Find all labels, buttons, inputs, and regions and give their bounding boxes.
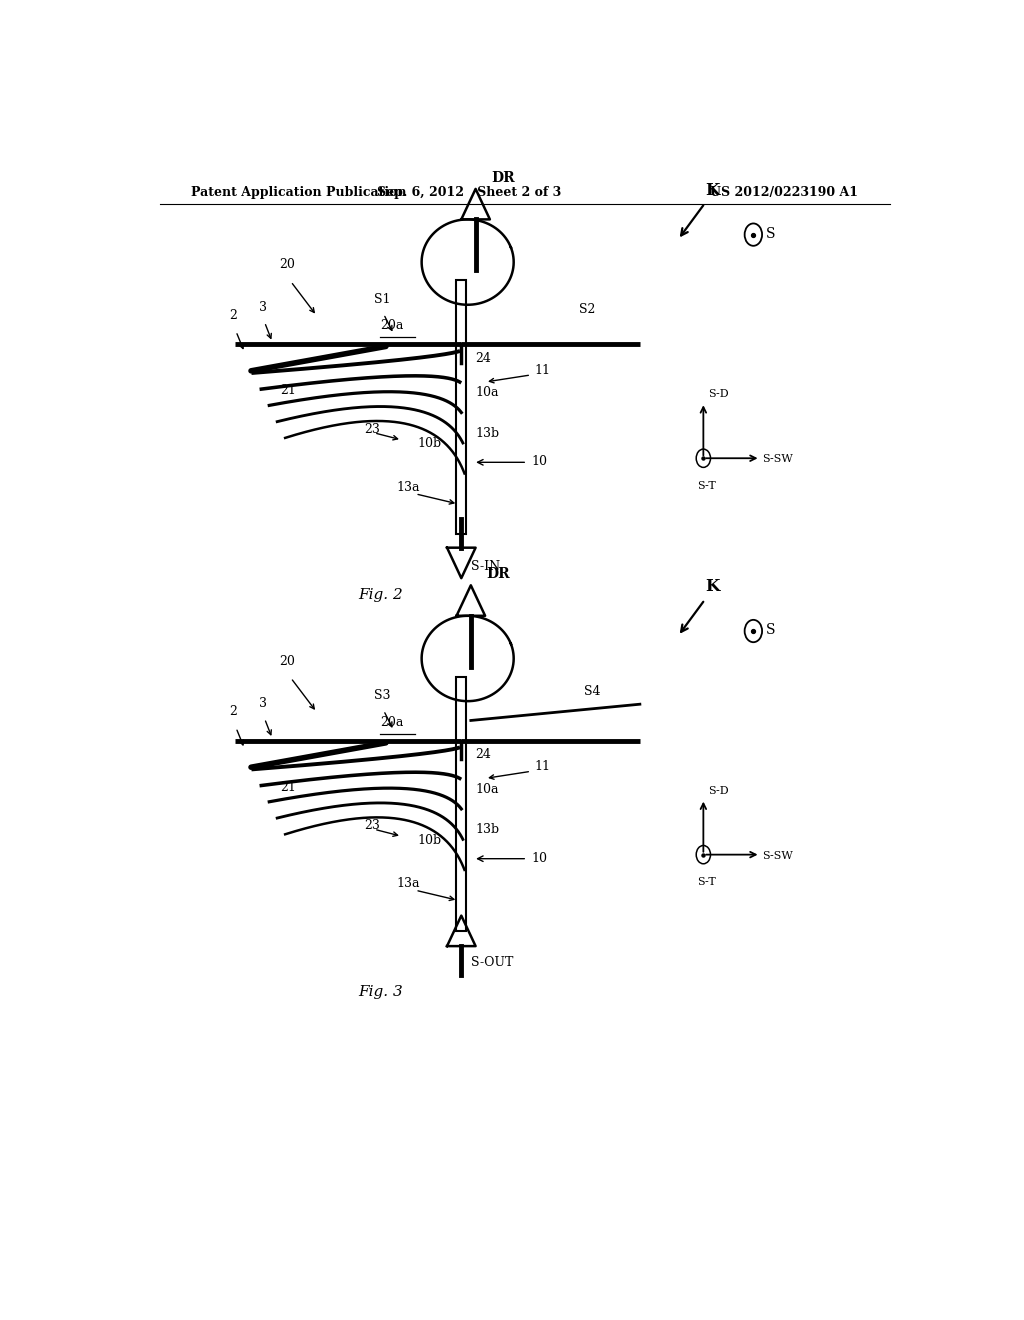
Text: 23: 23 [365, 820, 380, 833]
Text: 3: 3 [259, 697, 267, 710]
Text: 21: 21 [281, 780, 296, 793]
Text: 10b: 10b [418, 437, 441, 450]
Text: 10b: 10b [418, 833, 441, 846]
Text: 20a: 20a [380, 319, 403, 333]
Text: S-IN: S-IN [471, 560, 500, 573]
Text: 10a: 10a [475, 783, 499, 796]
Text: 2: 2 [228, 705, 237, 718]
Text: 24: 24 [475, 351, 492, 364]
Text: S3: S3 [374, 689, 390, 702]
Text: S2: S2 [579, 304, 595, 315]
Text: 3: 3 [259, 301, 267, 314]
Text: 13a: 13a [396, 878, 420, 890]
Text: 23: 23 [365, 422, 380, 436]
Text: Sep. 6, 2012   Sheet 2 of 3: Sep. 6, 2012 Sheet 2 of 3 [377, 186, 561, 199]
Text: K: K [705, 578, 719, 595]
Text: S-T: S-T [697, 878, 716, 887]
Bar [456, 677, 467, 931]
Text: S-T: S-T [697, 480, 716, 491]
Text: 2: 2 [228, 309, 237, 322]
Text: S-OUT: S-OUT [471, 957, 513, 969]
Text: DR: DR [486, 568, 510, 581]
Text: 24: 24 [475, 748, 492, 762]
Text: 10: 10 [531, 455, 547, 469]
Text: S-SW: S-SW [762, 454, 793, 465]
Text: 20: 20 [279, 655, 295, 668]
Text: S1: S1 [374, 293, 390, 306]
Text: 10: 10 [531, 851, 547, 865]
Text: 20a: 20a [380, 715, 403, 729]
Text: 10a: 10a [475, 387, 499, 399]
Text: Fig. 3: Fig. 3 [358, 985, 402, 999]
Text: 11: 11 [535, 364, 550, 378]
Text: 13b: 13b [475, 824, 500, 837]
Text: S-SW: S-SW [762, 850, 793, 861]
Text: 20: 20 [279, 259, 295, 271]
Text: 13b: 13b [475, 426, 500, 440]
Text: K: K [705, 182, 719, 199]
Bar [456, 280, 467, 535]
Text: S-D: S-D [709, 389, 729, 399]
Text: DR: DR [492, 170, 515, 185]
Text: 21: 21 [281, 384, 296, 397]
Text: Patent Application Publication: Patent Application Publication [191, 186, 407, 199]
Text: US 2012/0223190 A1: US 2012/0223190 A1 [710, 186, 858, 199]
Text: S: S [766, 623, 775, 638]
Text: S: S [766, 227, 775, 240]
Text: Fig. 2: Fig. 2 [358, 589, 402, 602]
Text: S-D: S-D [709, 785, 729, 796]
Text: 13a: 13a [396, 480, 420, 494]
Text: 11: 11 [535, 760, 550, 774]
Text: S4: S4 [585, 685, 601, 698]
